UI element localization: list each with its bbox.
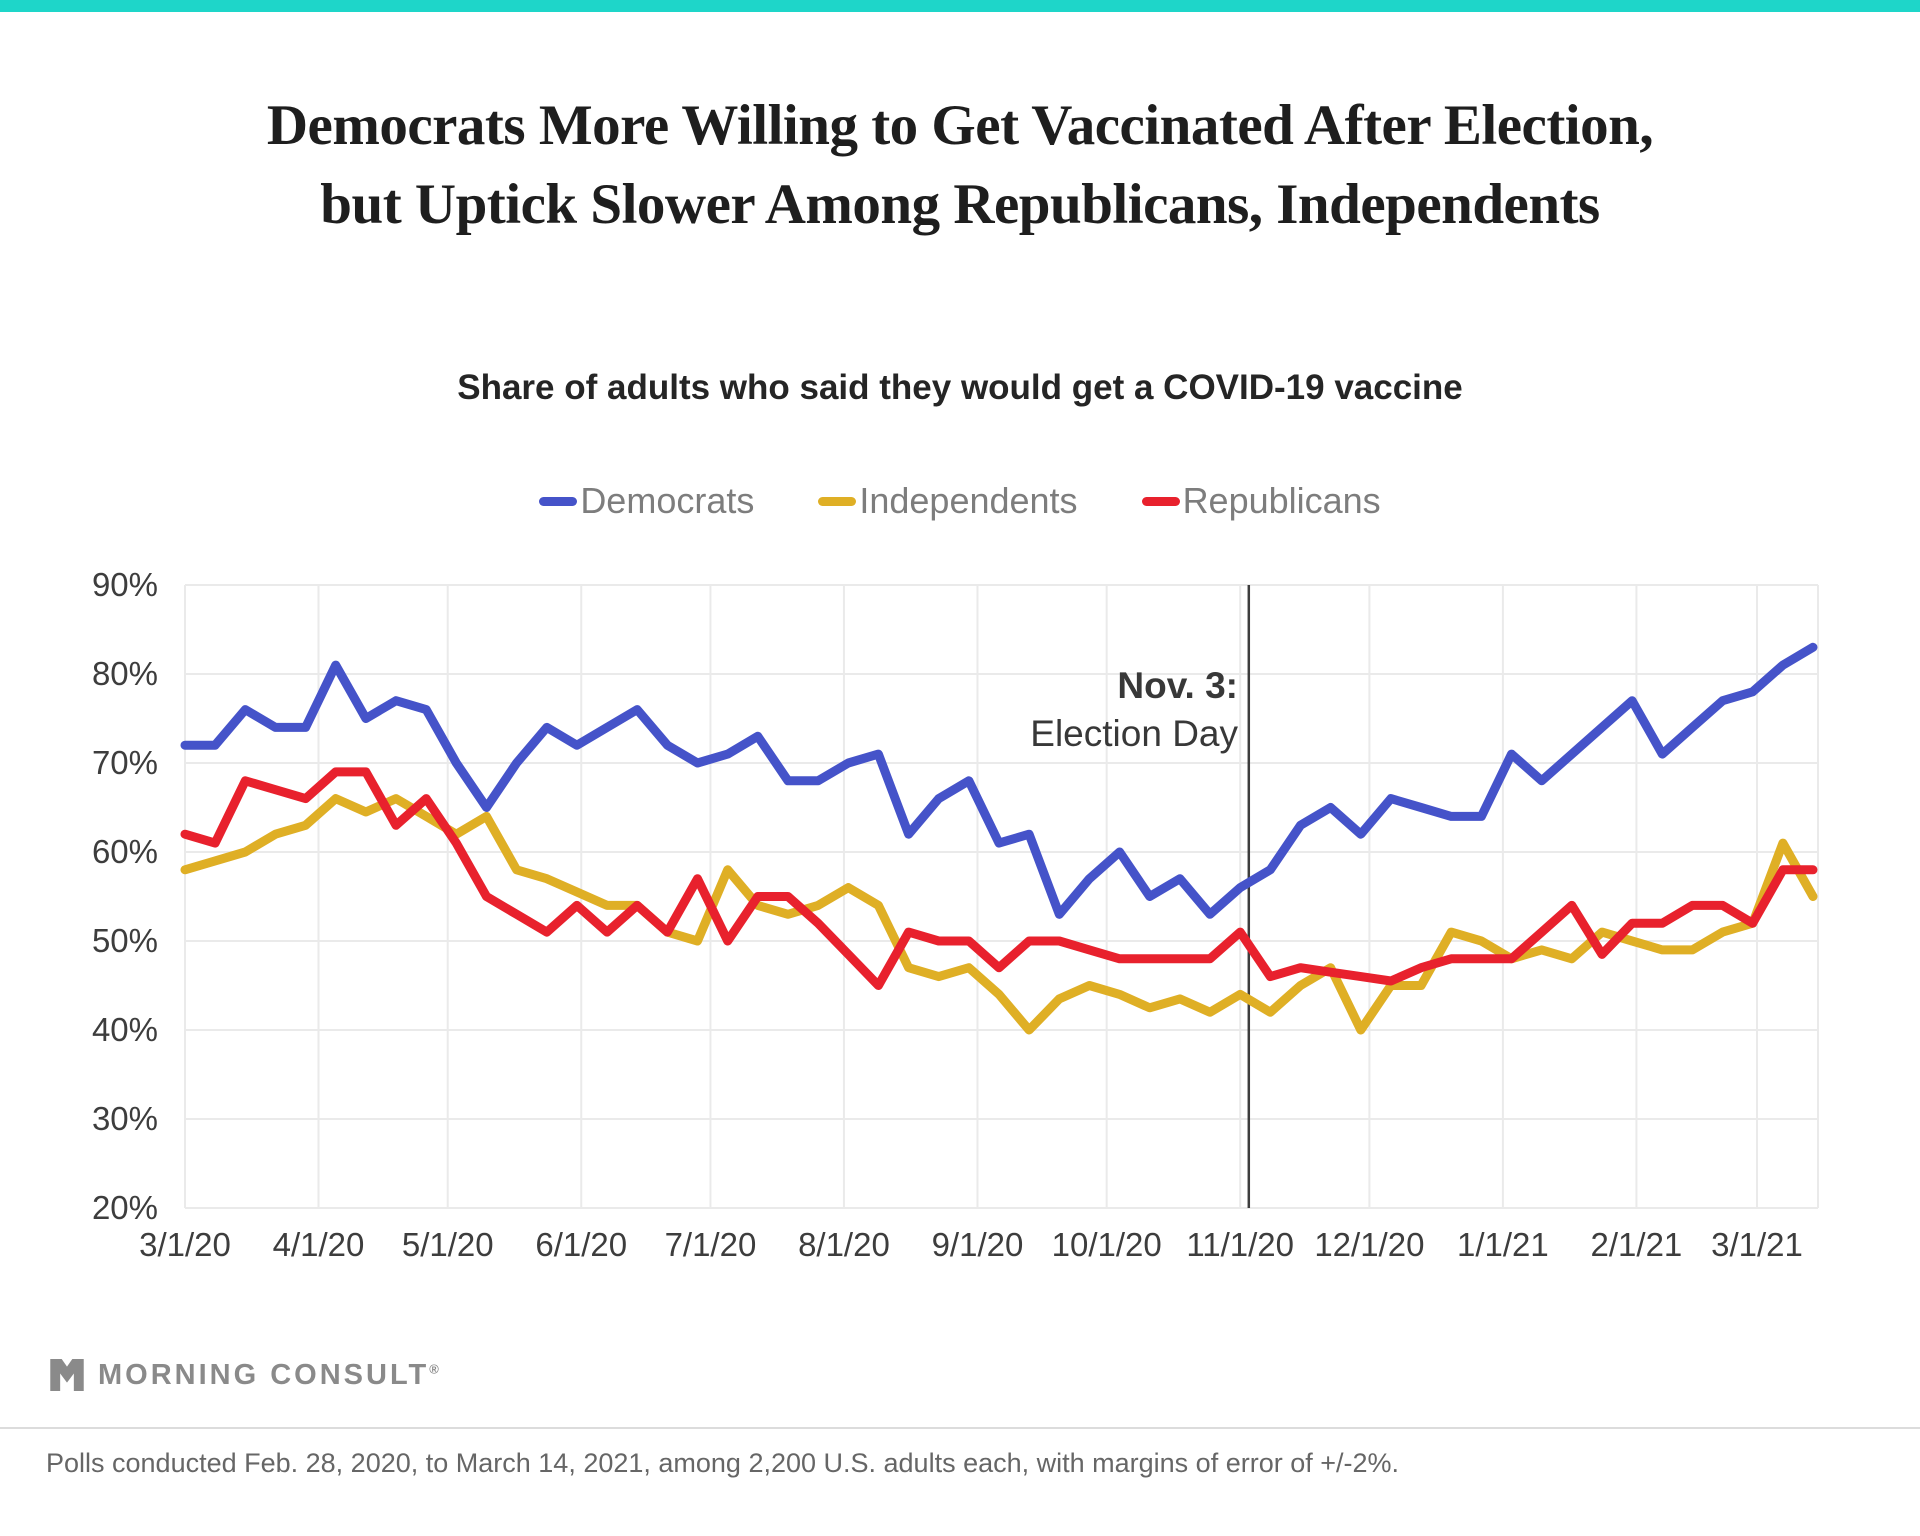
chart-line-republicans: [180, 767, 1818, 990]
line-chart: [180, 584, 1819, 1209]
x-axis-label-7/1/20: 7/1/20: [664, 1226, 757, 1263]
chart-line-independents: [180, 794, 1818, 1035]
x-axis-label-8/1/20: 8/1/20: [798, 1226, 890, 1263]
republicans-line-swatch: [1141, 496, 1180, 506]
page-title-line2: but Uptick Slower Among Republicans, Ind…: [320, 173, 1600, 236]
x-axis-label-3/1/21: 3/1/21: [1711, 1226, 1803, 1263]
chart-line-democrats: [180, 642, 1818, 919]
legend-item-republicans: Republicans: [1141, 480, 1381, 522]
y-axis-label-40: 40%: [91, 1011, 158, 1048]
y-axis-label-20: 20%: [91, 1189, 158, 1226]
y-axis-label-80: 80%: [91, 655, 158, 692]
y-axis-label-90: 90%: [91, 566, 158, 603]
x-axis-label-4/1/20: 4/1/20: [272, 1226, 365, 1263]
independents-line-swatch: [818, 496, 857, 506]
footer-source-note: Polls conducted Feb. 28, 2020, to March …: [46, 1448, 1400, 1478]
registered-mark: ®: [429, 1360, 442, 1376]
legend-item-independents: Independents: [818, 480, 1078, 522]
x-axis-label-3/1/20: 3/1/20: [139, 1226, 231, 1263]
chart-subtitle: Share of adults who said they would get …: [457, 368, 1463, 407]
x-axis-label-12/1/20: 12/1/20: [1314, 1226, 1425, 1263]
democrats-line-swatch: [539, 496, 578, 506]
morning-consult-logo-text: MORNING CONSULT®: [98, 1358, 442, 1391]
legend-item-democrats: Democrats: [539, 480, 754, 522]
y-axis-label-70: 70%: [91, 744, 158, 781]
page-title: Democrats More Willing to Get Vaccinated…: [0, 86, 1920, 244]
x-axis-label-10/1/20: 10/1/20: [1051, 1226, 1162, 1263]
x-axis-label-2/1/21: 2/1/21: [1590, 1226, 1683, 1263]
y-axis-label-50: 50%: [91, 922, 158, 959]
morning-consult-m-icon: [50, 1359, 84, 1391]
legend-label-democrats: Democrats: [580, 480, 755, 521]
x-axis-label-11/1/20: 11/1/20: [1186, 1226, 1294, 1263]
footer-divider: [0, 1427, 1920, 1429]
x-axis-label-5/1/20: 5/1/20: [401, 1226, 494, 1263]
election-day-annotation: Nov. 3: Election Day: [1030, 662, 1238, 758]
y-axis-label-60: 60%: [91, 833, 158, 870]
x-axis-label-9/1/20: 9/1/20: [931, 1226, 1024, 1263]
legend-label-independents: Independents: [859, 480, 1078, 521]
top-accent-bar: [0, 0, 1920, 12]
page-title-line1: Democrats More Willing to Get Vaccinated…: [266, 94, 1654, 157]
election-day-annotation-date: Nov. 3:: [1117, 665, 1238, 706]
x-axis-label-1/1/21: 1/1/21: [1457, 1226, 1549, 1263]
morning-consult-logo: MORNING CONSULT®: [48, 1356, 442, 1394]
election-day-annotation-label: Election Day: [1030, 713, 1238, 754]
x-axis-label-6/1/20: 6/1/20: [535, 1226, 628, 1263]
legend-label-republicans: Republicans: [1182, 480, 1381, 521]
chart-legend: Democrats Independents Republicans: [0, 480, 1920, 522]
y-axis-label-30: 30%: [91, 1100, 158, 1137]
